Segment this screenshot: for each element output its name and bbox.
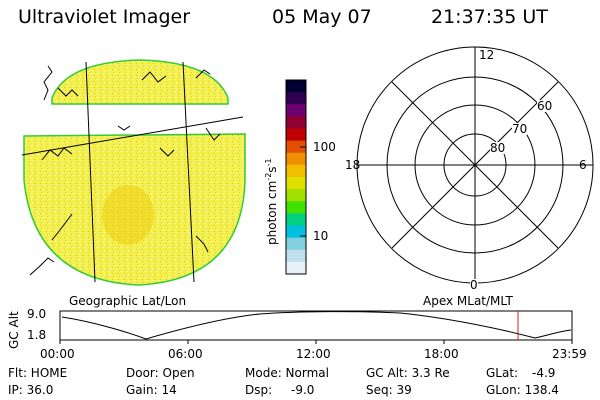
status-dsp: Dsp: xyxy=(245,383,273,397)
colorbar-segment xyxy=(286,189,306,202)
status-door: Door: Open xyxy=(126,366,195,380)
x-tick-label-0600: 06:00 xyxy=(168,347,203,361)
colorbar-frame xyxy=(285,79,307,275)
colorbar-segment xyxy=(286,104,306,117)
longitude-line xyxy=(85,61,96,283)
x-tick-label-0000: 00:00 xyxy=(40,347,75,361)
y-tick-9: 9.0 xyxy=(27,307,47,321)
coastline xyxy=(195,235,209,253)
status-glon: GLon: 138.4 xyxy=(486,383,559,397)
coastline xyxy=(205,127,221,141)
colorbar-tick-10: 10 xyxy=(313,229,329,243)
colorbar-segment xyxy=(286,249,306,263)
time-text: 21:37:35 UT xyxy=(431,6,548,28)
coastline xyxy=(159,147,175,157)
latitude-line xyxy=(21,116,244,156)
status-flt: Flt: HOME xyxy=(8,366,68,380)
coastline xyxy=(117,125,131,131)
coastline xyxy=(141,71,167,83)
geographic-label: Geographic Lat/Lon xyxy=(69,294,187,308)
colorbar-segment xyxy=(286,164,306,178)
status-dsp-value: -9.0 xyxy=(291,383,315,397)
mlt-label-0: 0 xyxy=(470,278,478,292)
colorbar-segment xyxy=(286,201,306,214)
colorbar-segment xyxy=(286,80,306,93)
colorbar-segment xyxy=(286,237,306,251)
colorbar-segment xyxy=(286,261,306,275)
date-text: 05 May 07 xyxy=(272,6,372,28)
status-mode: Mode: Normal xyxy=(245,366,329,380)
upper-image-cap xyxy=(51,59,229,105)
colorbar-tick-100: 100 xyxy=(313,140,336,154)
colorbar-segment xyxy=(286,213,306,227)
polar-diagonal xyxy=(391,81,559,249)
coastline xyxy=(29,257,55,276)
mlat-label-70: 70 xyxy=(512,122,528,136)
colorbar-segment xyxy=(286,177,306,190)
longitude-line xyxy=(182,61,195,283)
instrument-title: Ultraviolet Imager xyxy=(18,6,191,28)
coastline xyxy=(51,213,73,241)
mlat-label-80: 80 xyxy=(490,141,506,155)
status-glat: GLat: xyxy=(486,366,519,380)
colorbar-segment xyxy=(286,225,306,239)
status-seq: Seq: 39 xyxy=(366,383,412,397)
coastline xyxy=(41,147,73,161)
y-tick-1-8: 1.8 xyxy=(27,328,47,342)
colorbar-segment xyxy=(286,116,306,130)
coastline xyxy=(43,65,53,101)
colorbar-segment xyxy=(286,92,306,105)
colorbar-segment xyxy=(286,152,306,166)
colorbar-segment xyxy=(286,128,306,142)
mlt-label-12: 12 xyxy=(479,48,495,62)
x-tick-label-1200: 12:00 xyxy=(296,347,331,361)
mlt-label-6: 6 xyxy=(579,158,587,172)
colorbar xyxy=(286,80,306,275)
bright-region xyxy=(102,185,154,245)
coastline xyxy=(195,69,211,79)
colorbar-segment xyxy=(286,140,306,154)
altitude-curve xyxy=(61,311,572,340)
status-ip: IP: 36.0 xyxy=(8,383,54,397)
mlat-label-60: 60 xyxy=(537,99,553,113)
status-glat-value: -4.9 xyxy=(532,366,556,380)
mlt-label-18: 18 xyxy=(345,158,361,172)
status-gc-alt: GC Alt: 3.3 Re xyxy=(366,366,450,380)
altitude-axis-label: GC Alt xyxy=(7,311,21,349)
x-tick-label-2359: 23:59 xyxy=(552,347,587,361)
apex-label: Apex MLat/MLT xyxy=(423,294,513,308)
x-tick-label-1800: 18:00 xyxy=(424,347,459,361)
status-gain: Gain: 14 xyxy=(126,383,177,397)
coastline xyxy=(57,87,79,97)
